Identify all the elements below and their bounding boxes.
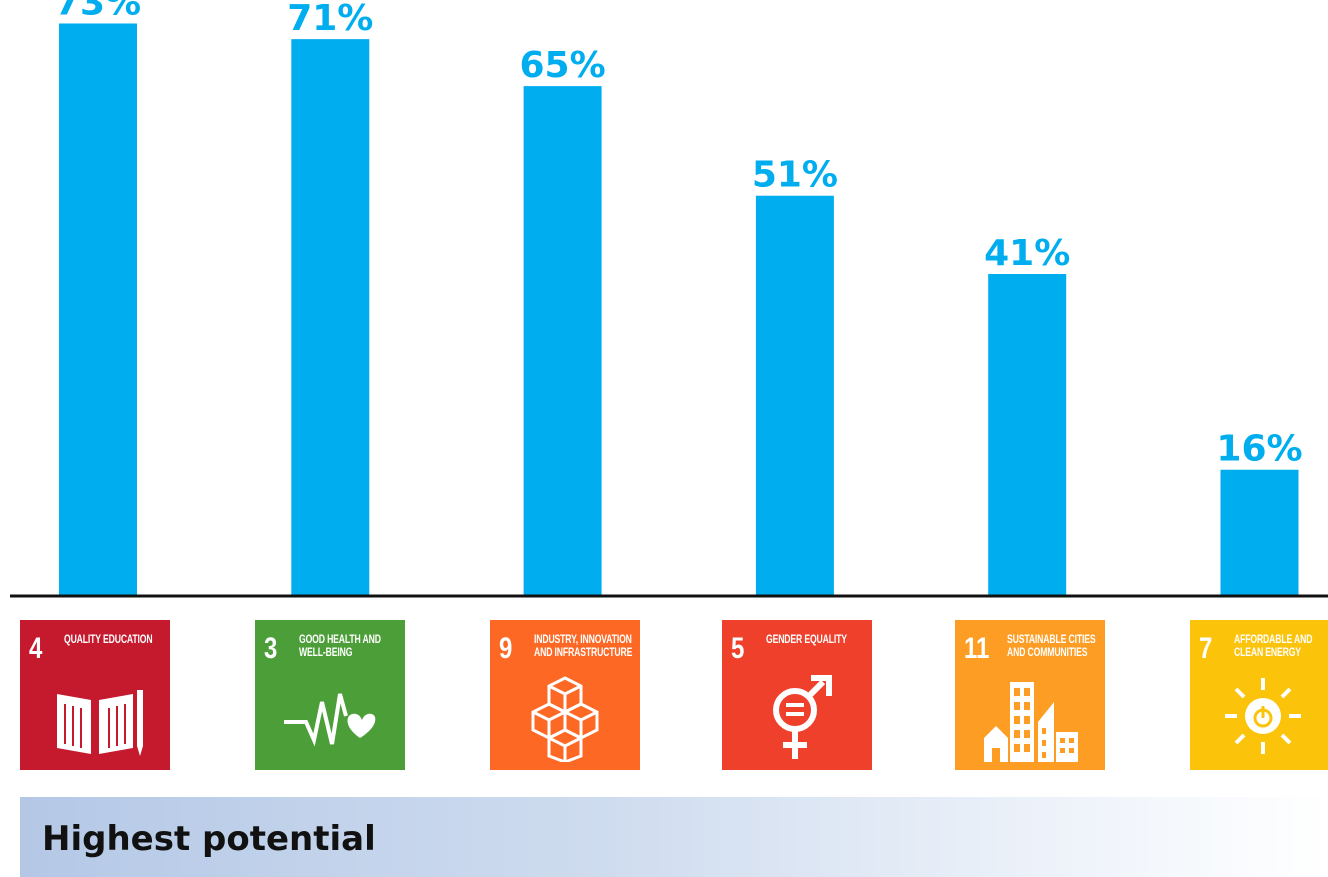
banner-label: Highest potential [42,819,376,859]
data-label-5: 16% [1216,429,1302,470]
bar-1 [291,39,370,596]
sdg-name: INDUSTRY, INNOVATION AND INFRASTRUCTURE [534,632,633,659]
book-pencil-icon [57,690,143,756]
sdg-tile-industry-innovation: 9 INDUSTRY, INNOVATION AND INFRASTRUCTUR… [490,620,640,770]
bar-4 [988,274,1067,595]
sdg-number: 7 [1199,632,1213,665]
sdg-tile-gender-equality: 5 GENDER EQUALITY [722,620,872,770]
data-label-4: 41% [984,233,1070,274]
sdg-name: SUSTAINABLE CITIES AND COMMUNITIES [1007,632,1096,659]
sun-power-icon [1225,678,1301,754]
sdg-tile-good-health: 3 GOOD HEALTH AND WELL-BEING [255,620,405,770]
city-buildings-icon [984,682,1078,762]
sdg-tile-clean-energy: 7 AFFORDABLE AND CLEAN ENERGY [1190,620,1328,770]
data-label-3: 51% [752,155,838,196]
sdg-number: 9 [499,632,513,665]
sdg-number: 3 [264,632,278,665]
bar-2 [523,86,602,596]
sdg-number: 5 [731,632,745,665]
sdg-number: 4 [29,632,43,665]
cubes-icon [531,676,599,762]
bar-0 [59,23,137,596]
sdg-number: 11 [964,632,990,665]
gender-equality-icon [773,675,832,759]
sdg-name: QUALITY EDUCATION [64,632,153,646]
sdg-name: AFFORDABLE AND CLEAN ENERGY [1234,632,1313,659]
heartbeat-icon [284,693,376,747]
sdg-tile-sustainable-cities: 11 SUSTAINABLE CITIES AND COMMUNITIES [955,620,1105,770]
sdg-name: GENDER EQUALITY [766,632,847,646]
bar-3 [755,195,834,595]
data-label-0: 73% [55,0,141,23]
bar-chart: 73% 71% 65% 51% 41% 16% [10,0,1328,598]
data-label-1: 71% [287,0,373,39]
data-label-2: 65% [520,45,606,86]
bar-5 [1220,469,1299,595]
sdg-name: GOOD HEALTH AND WELL-BEING [299,632,381,659]
highest-potential-banner: Highest potential [20,797,1328,877]
sdg-tile-quality-education: 4 QUALITY EDUCATION [20,620,170,770]
